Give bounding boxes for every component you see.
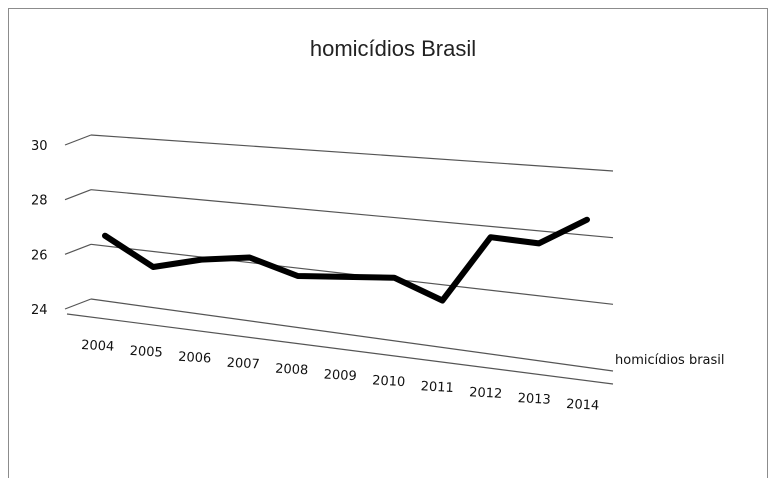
x-tick-label: 2005 [129,344,163,361]
x-tick-label: 2011 [420,379,454,396]
gridline-stub [65,299,91,309]
y-tick-label: 28 [31,194,48,209]
chart-svg: homicídios Brasil 24 26 28 30 2004 2005 2006 2… [9,9,769,469]
y-tick-label: 24 [31,303,48,318]
gridline [91,299,613,371]
gridline [91,135,613,171]
x-tick-label: 2008 [275,362,309,379]
x-tick-label: 2004 [81,338,115,355]
gridline-stub [65,135,91,145]
y-tick-label: 26 [31,248,48,263]
gridline [91,190,613,238]
chart-area: homicídios Brasil 24 26 28 30 2004 2005 2006 2… [8,8,768,478]
gridline-stub [65,244,91,254]
legend-entry: homicídios brasil [615,353,725,368]
y-tick-label: 30 [31,139,48,154]
gridline-stub [65,190,91,200]
x-tick-label: 2007 [226,356,260,373]
x-tick-label: 2014 [566,397,600,414]
series-line [105,220,587,301]
x-tick-label: 2013 [517,391,551,408]
x-tick-label: 2012 [469,385,503,402]
x-tick-label: 2009 [323,368,357,385]
chart-title: homicídios Brasil [310,36,476,61]
x-tick-label: 2006 [178,350,212,367]
x-tick-label: 2010 [372,373,406,390]
